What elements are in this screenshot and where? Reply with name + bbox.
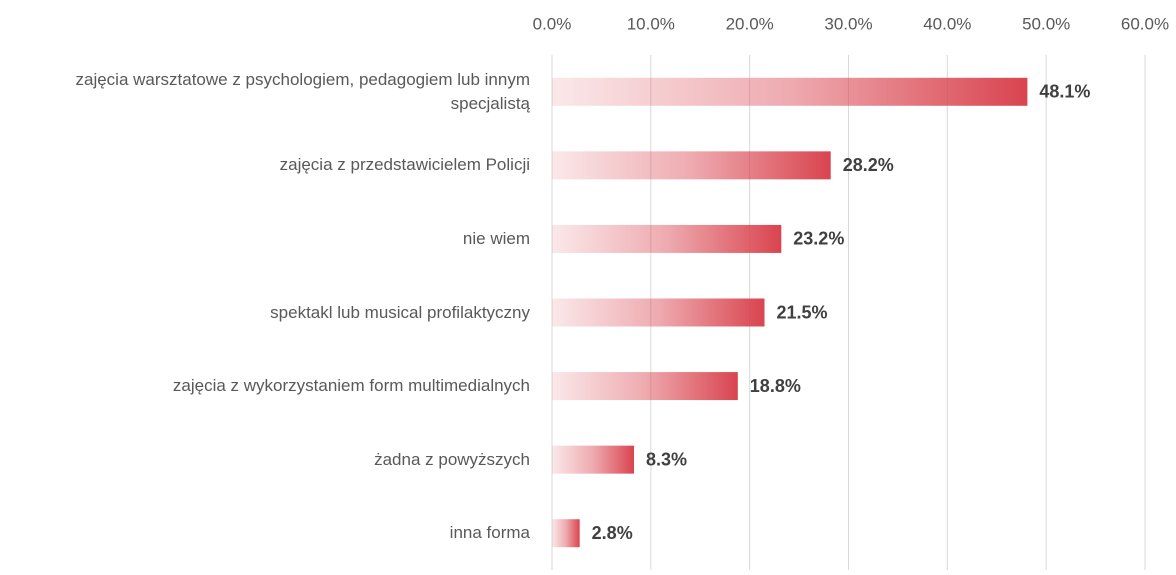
category-label: spektakl lub musical profilaktyczny bbox=[270, 302, 530, 322]
data-label: 23.2% bbox=[793, 229, 844, 249]
bar bbox=[552, 224, 782, 253]
data-label: 21.5% bbox=[776, 302, 827, 322]
category-label: zajęcia z wykorzystaniem form multimedia… bbox=[172, 376, 530, 396]
data-label: 18.8% bbox=[750, 376, 801, 396]
x-tick-label: 40.0% bbox=[923, 14, 971, 33]
bar bbox=[552, 77, 1028, 106]
x-tick-label: 30.0% bbox=[824, 14, 872, 33]
category-label: zajęcia z przedstawicielem Policji bbox=[279, 155, 530, 175]
data-label: 2.8% bbox=[592, 523, 633, 543]
bar bbox=[552, 445, 635, 474]
data-label: 48.1% bbox=[1039, 82, 1090, 102]
bar bbox=[552, 372, 738, 401]
x-tick-label: 50.0% bbox=[1022, 14, 1070, 33]
x-tick-label: 60.0% bbox=[1121, 14, 1169, 33]
x-tick-label: 10.0% bbox=[627, 14, 675, 33]
data-label: 28.2% bbox=[843, 155, 894, 175]
data-label: 8.3% bbox=[646, 449, 687, 469]
category-label: inna forma bbox=[449, 523, 530, 543]
category-label: żadna z powyższych bbox=[374, 449, 530, 469]
category-label: zajęcia warsztatowe z psychologiem, peda… bbox=[75, 69, 530, 113]
x-tick-label: 20.0% bbox=[726, 14, 774, 33]
bar bbox=[552, 151, 831, 180]
bar bbox=[552, 519, 580, 548]
bar bbox=[552, 298, 765, 327]
x-tick-label: 0.0% bbox=[533, 14, 572, 33]
category-label: nie wiem bbox=[462, 228, 530, 248]
